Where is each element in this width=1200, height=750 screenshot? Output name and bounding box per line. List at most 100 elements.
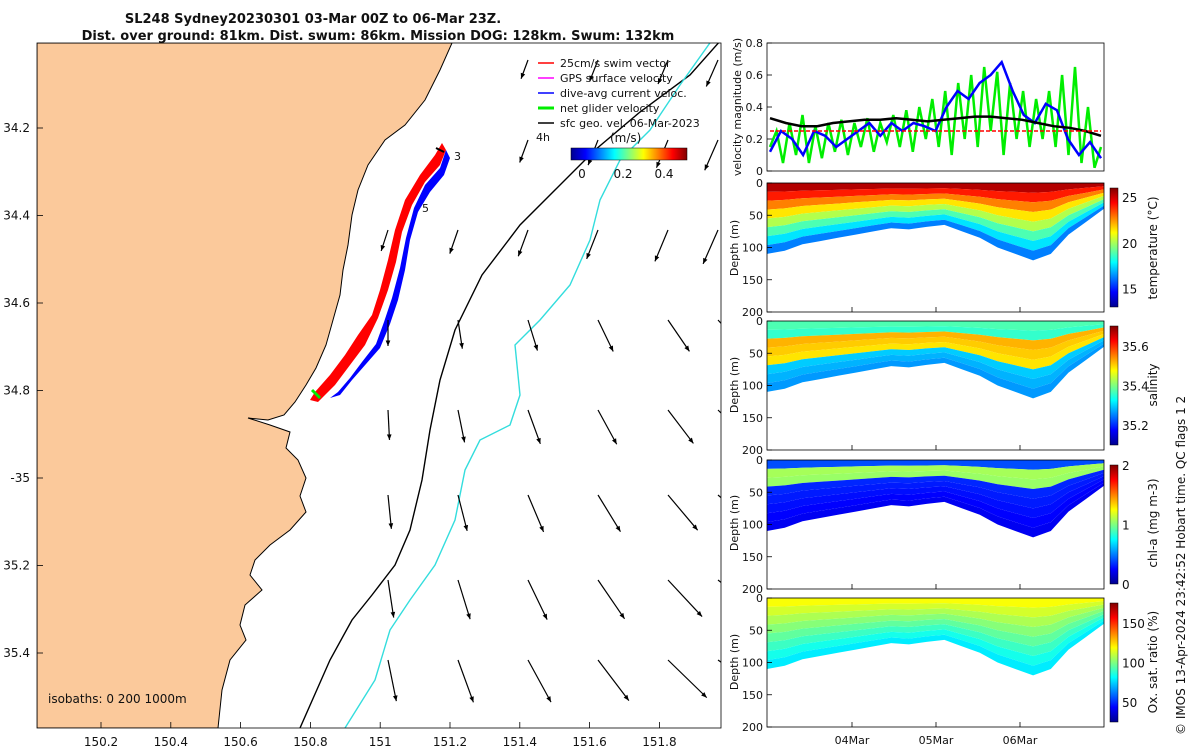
geo-velocity-arrow bbox=[387, 659, 397, 702]
section-data-layer bbox=[767, 610, 1104, 647]
day-label-3: 3 bbox=[454, 150, 461, 163]
section-ytick-label: 150 bbox=[742, 274, 763, 287]
section-ytick-label: 200 bbox=[742, 583, 763, 596]
section-data-layer bbox=[767, 321, 1104, 331]
lat-tick-label: 34.4 bbox=[3, 209, 30, 223]
geo-velocity-arrow bbox=[597, 579, 626, 620]
section-ytick-label: 150 bbox=[742, 412, 763, 425]
geo-velocity-arrow bbox=[667, 659, 708, 699]
section-ytick-label: 50 bbox=[749, 209, 763, 222]
oxygen-section: Depth (m) Ox. sat. ratio (%) 0 50 100 150 20… bbox=[728, 592, 1160, 734]
velocity-ytick-label: 0.8 bbox=[746, 37, 764, 50]
geo-velocity-arrowhead bbox=[587, 159, 593, 166]
map-legend: 25cm/s swim vector GPS surface velocity … bbox=[536, 57, 700, 181]
lon-tick-label: 151.4 bbox=[503, 735, 537, 749]
geo-velocity-arrow bbox=[597, 409, 618, 445]
section-data-layer bbox=[767, 614, 1104, 656]
geo-velocity-arrow bbox=[597, 659, 630, 701]
geo-velocity-arrow bbox=[457, 579, 471, 620]
lat-tick-label: 34.2 bbox=[3, 121, 30, 135]
geo-velocity-arrow bbox=[527, 659, 552, 703]
oxygen-ylabel: Depth (m) bbox=[728, 634, 741, 690]
section-data-layer bbox=[767, 598, 1104, 608]
geo-velocity-arrowhead bbox=[754, 608, 760, 613]
time-scale-label: 4h bbox=[536, 131, 550, 144]
velocity-ylabel: velocity magnitude (m/s) bbox=[731, 38, 744, 176]
temperature-section: Depth (m) temperature (°C) 0 50 100 150 200 1… bbox=[728, 177, 1160, 319]
geo-velocity-arrowhead bbox=[519, 156, 524, 163]
section-ytick-label: 50 bbox=[749, 624, 763, 637]
section-data-layer bbox=[767, 183, 1104, 193]
geo-velocity-arrowhead bbox=[684, 345, 690, 352]
section-ytick-label: 50 bbox=[749, 486, 763, 499]
section-data-layer bbox=[767, 460, 1104, 470]
geo-velocity-arrow bbox=[527, 579, 548, 620]
geo-velocity-arrowhead bbox=[611, 438, 617, 445]
geo-velocity-arrowhead bbox=[388, 523, 394, 529]
lat-tick-label: -35 bbox=[10, 471, 30, 485]
salinity-section: Depth (m) salinity 0 50 100 150 200 35.2 35.4 3… bbox=[728, 315, 1160, 457]
colorbar-tick-0: 0 bbox=[578, 167, 586, 181]
geo-velocity-arrow bbox=[387, 579, 395, 618]
geo-velocity-arrowhead bbox=[380, 244, 386, 251]
section-ytick-label: 100 bbox=[742, 519, 763, 532]
legend-sfc-geo: sfc geo. vel. 06-Mar-2023 bbox=[560, 117, 700, 130]
section-colorbar-tick: 100 bbox=[1122, 657, 1145, 671]
geo-velocity-arrow bbox=[717, 319, 721, 325]
velocity-ytick-label: 0 bbox=[756, 165, 763, 178]
geo-velocity-arrow bbox=[457, 494, 468, 531]
geo-velocity-arrowhead bbox=[392, 695, 398, 702]
geo-velocity-arrow bbox=[387, 494, 392, 529]
section-data-layer bbox=[767, 324, 1104, 341]
section-ytick-label: 100 bbox=[742, 380, 763, 393]
temperature-ylabel: Depth (m) bbox=[728, 220, 741, 276]
section-data-layer bbox=[767, 617, 1104, 666]
geo-velocity-arrowhead bbox=[654, 255, 660, 262]
imos-credit: © IMOS 13-Apr-2024 23:42:52 Hobart time.… bbox=[1174, 395, 1188, 735]
chlorophyll-ylabel: Depth (m) bbox=[728, 495, 741, 551]
colorbar-tick-0.2: 0.2 bbox=[613, 167, 632, 181]
geo-velocity-arrowhead bbox=[740, 344, 745, 350]
legend-gps-velocity: GPS surface velocity bbox=[560, 72, 673, 85]
section-colorbar-tick: 0 bbox=[1122, 578, 1130, 592]
geo-velocity-arrowhead bbox=[466, 613, 471, 620]
map-longitude-ticks: 150.2 150.4 150.6 150.8 151 151.2 151.4 151.6 15… bbox=[84, 722, 677, 749]
section-data-layer bbox=[767, 472, 1104, 509]
section-ytick-label: 200 bbox=[742, 721, 763, 734]
legend-dive-avg: dive-avg current veloc. bbox=[560, 87, 687, 100]
section-data-layer bbox=[767, 337, 1104, 379]
geo-velocity-arrowhead bbox=[745, 436, 751, 442]
chlorophyll-zlabel: chl-a (mg m-3) bbox=[1146, 478, 1160, 567]
section-data-layer bbox=[767, 479, 1104, 528]
title-line-1: SL248 Sydney20230301 03-Mar 00Z to 06-Ma… bbox=[125, 12, 501, 27]
geo-velocity-arrowhead bbox=[619, 612, 625, 619]
section-data-layer bbox=[767, 620, 1104, 676]
velocity-ytick-label: 0.6 bbox=[746, 69, 764, 82]
lon-tick-label: 150.4 bbox=[154, 735, 188, 749]
section-data-layer bbox=[767, 340, 1104, 389]
geo-velocity-arrowhead bbox=[463, 524, 469, 531]
map-land bbox=[37, 43, 453, 728]
section-colorbar-tick: 35.2 bbox=[1122, 419, 1149, 433]
track-start-mark bbox=[435, 147, 445, 153]
geo-velocity-arrowhead bbox=[589, 75, 594, 82]
geo-velocity-arrowhead bbox=[688, 437, 694, 444]
geo-velocity-arrowhead bbox=[623, 694, 629, 701]
map-panel: 150.2 150.4 150.6 150.8 151 151.2 151.4 151.6 15… bbox=[3, 42, 760, 749]
section-data-layer bbox=[767, 199, 1104, 241]
lon-tick-label: 151.8 bbox=[642, 735, 676, 749]
section-data-layer bbox=[767, 327, 1104, 350]
section-data-layer bbox=[767, 195, 1104, 232]
section-data-layer bbox=[767, 205, 1104, 261]
map-frame bbox=[36, 42, 722, 729]
geo-velocity-arrowhead bbox=[704, 164, 710, 171]
date-05mar: 05Mar bbox=[919, 734, 954, 747]
geo-velocity-arrowhead bbox=[657, 78, 663, 85]
section-data-layer bbox=[767, 466, 1104, 489]
velocity-magnitude-panel: velocity magnitude (m/s) 0 0.2 0.4 0.6 0.8 bbox=[731, 37, 1105, 178]
geo-velocity-arrowhead bbox=[546, 696, 552, 703]
lon-tick-label: 151 bbox=[369, 735, 392, 749]
section-ytick-label: 100 bbox=[742, 242, 763, 255]
section-colorbar bbox=[1109, 187, 1119, 308]
lon-tick-label: 150.6 bbox=[223, 735, 257, 749]
